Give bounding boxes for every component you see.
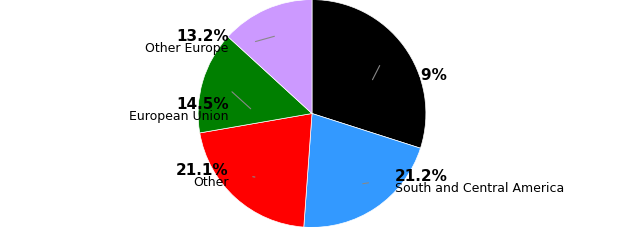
Text: 21.1%: 21.1% [176,163,229,178]
Wedge shape [304,114,421,227]
Wedge shape [228,0,312,114]
Text: 13.2%: 13.2% [176,29,229,44]
Text: European Union: European Union [129,110,229,123]
Wedge shape [312,0,426,148]
Text: South and Central America: South and Central America [395,182,564,195]
Wedge shape [198,37,312,133]
Text: Other: Other [193,176,229,190]
Text: 21.2%: 21.2% [395,169,448,184]
Text: Asia: Asia [395,82,421,95]
Text: 14.5%: 14.5% [176,97,229,112]
Text: Other Europe: Other Europe [145,42,229,55]
Text: 29.9%: 29.9% [395,68,448,83]
Wedge shape [200,114,312,227]
